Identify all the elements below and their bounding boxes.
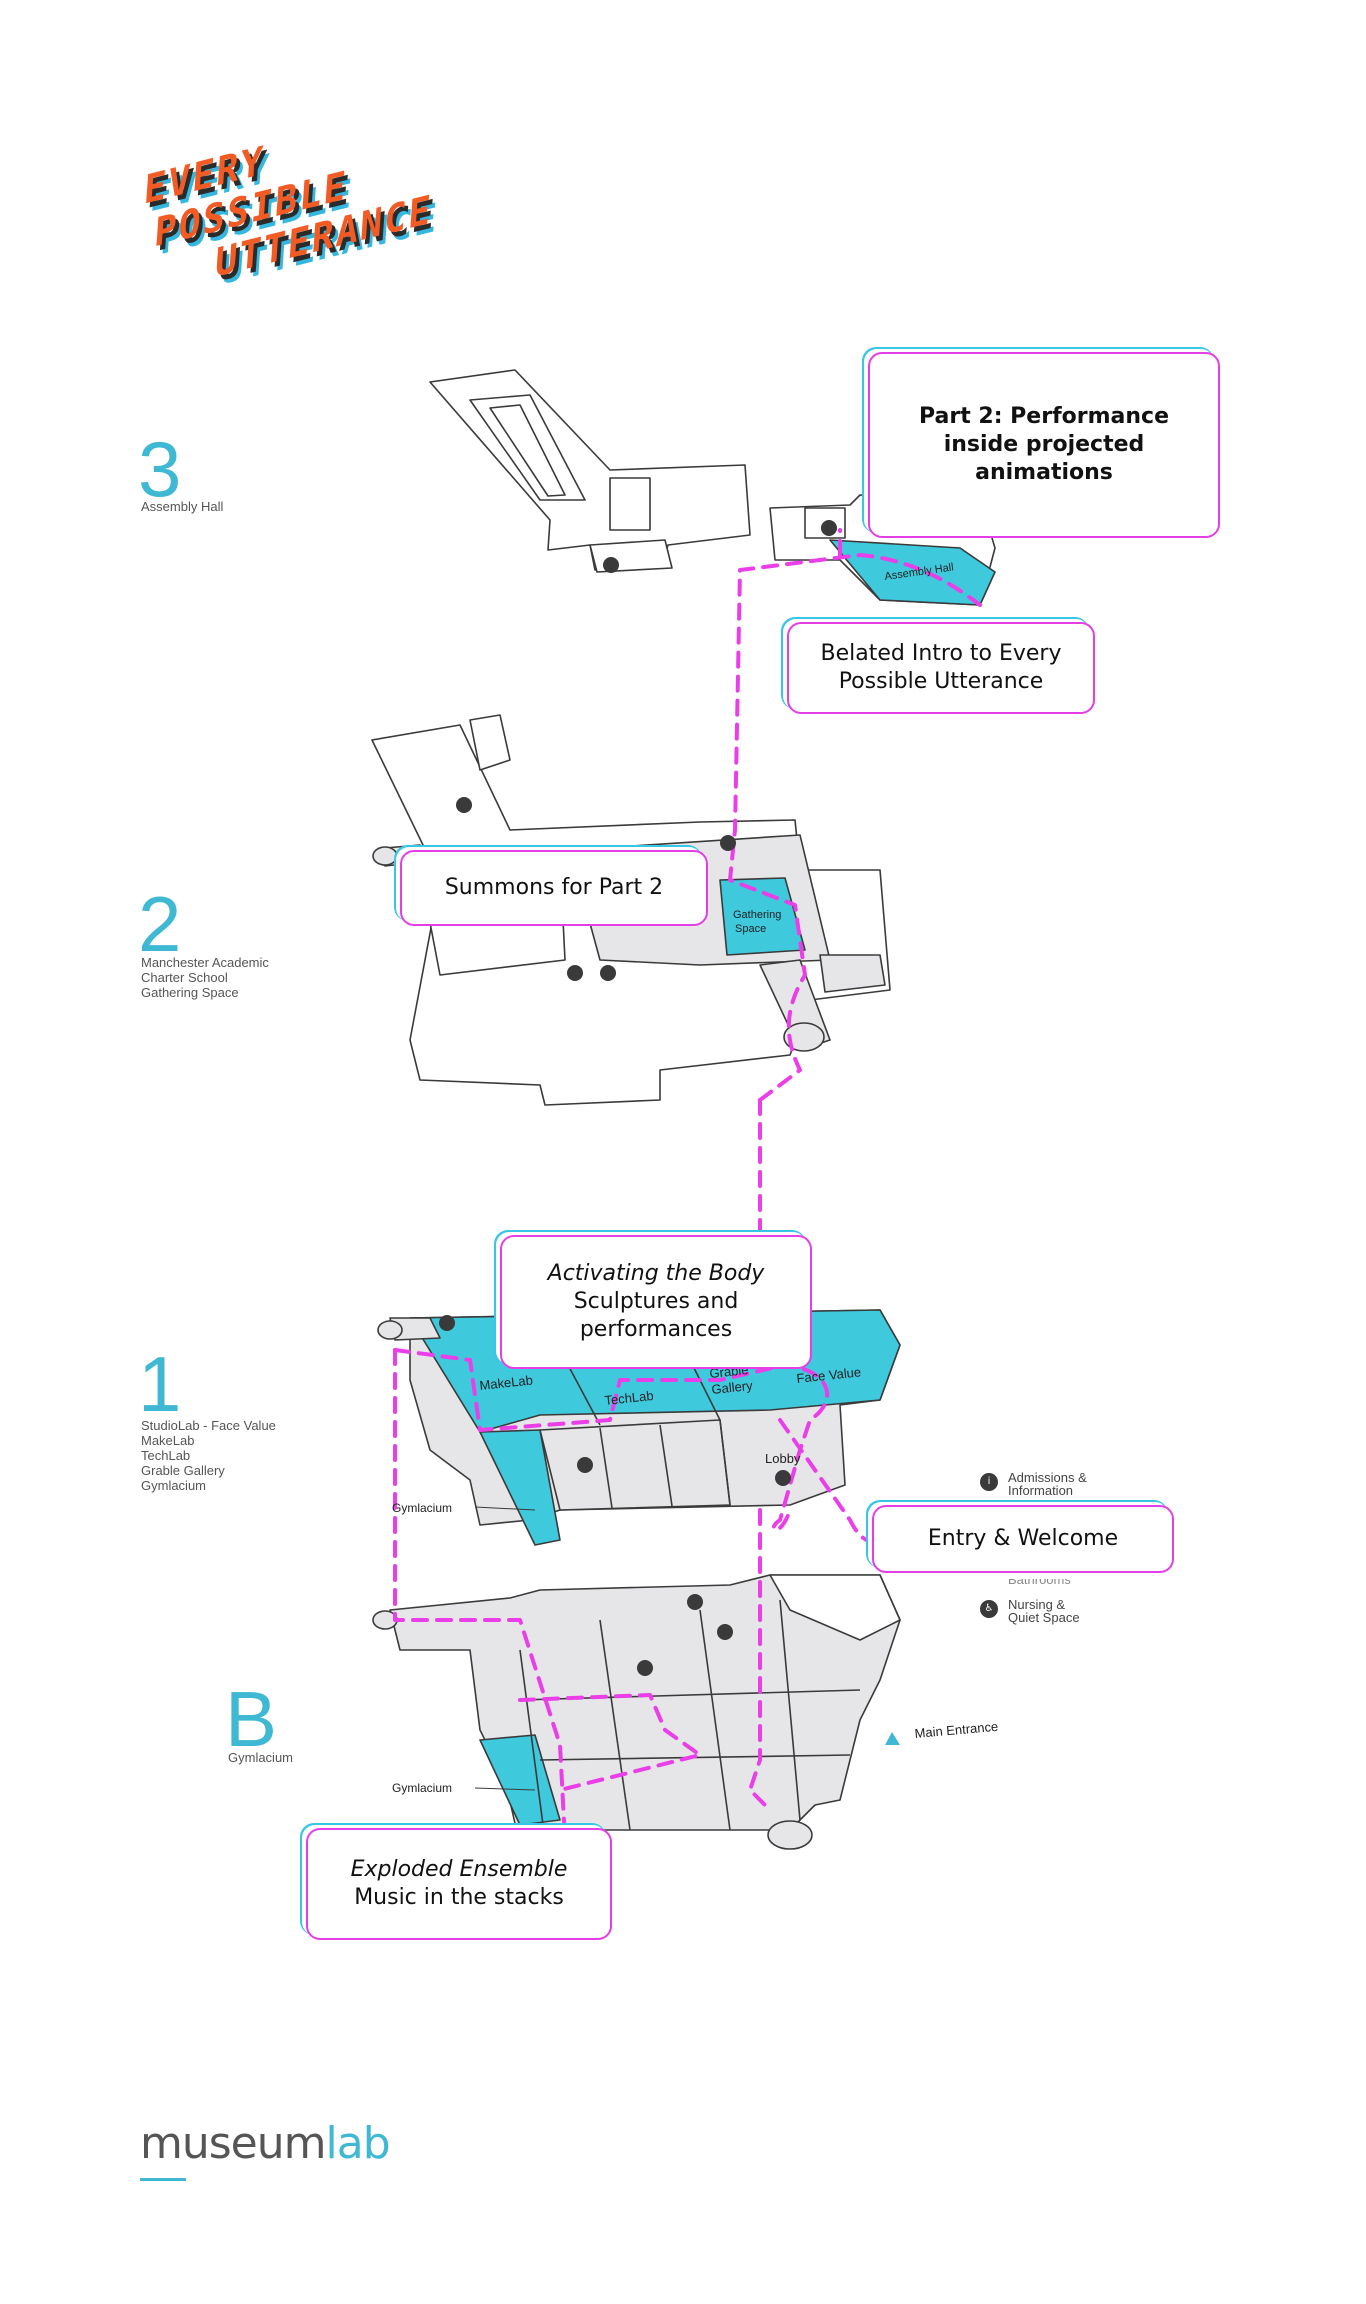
main-entrance-label: Main Entrance [914, 1719, 999, 1741]
legend-nursing-label: Nursing & Quiet Space [1008, 1597, 1080, 1625]
floor-number-1: 1 [138, 1340, 182, 1428]
callout-activating-line2: Sculptures and [573, 1289, 739, 1314]
room-label-gathering-space-1: Gathering [733, 909, 781, 921]
callout-exploded-ensemble: Exploded Ensemble Music in the stacks [306, 1828, 612, 1940]
admissions-icon: i [980, 1473, 998, 1491]
floor-label-2: Manchester Academic Charter School Gathe… [141, 955, 269, 1000]
nursing-icon: ♿ [980, 1600, 998, 1618]
elevator-icon-b [687, 1594, 703, 1610]
callout-part2-line2: inside projected [943, 432, 1145, 457]
callout-part2-line3: animations [975, 460, 1113, 485]
callout-belated-line1: Belated Intro to Every [820, 641, 1062, 666]
legend-bathrooms-label: Bathrooms [1008, 1572, 1071, 1587]
logo-underline [140, 2178, 186, 2181]
visitor-route [393, 528, 982, 1842]
floor-number-3: 3 [138, 425, 182, 513]
room-label-face-value: Face Value [796, 1364, 862, 1386]
callout-belated-line2: Possible Utterance [838, 669, 1044, 694]
room-label-gymlacium-1: Gymlacium [392, 1501, 452, 1515]
floor-number-b: B [225, 1675, 278, 1763]
logo-lab: lab [325, 2118, 391, 2169]
info-icon-f1 [775, 1470, 791, 1486]
callout-entry-welcome: Entry & Welcome [872, 1505, 1174, 1573]
map-icons [439, 520, 837, 1676]
callout-summons-line1: Summons for Part 2 [444, 875, 664, 900]
logo-museum: museum [140, 2118, 326, 2169]
restroom-icon-f1 [577, 1457, 593, 1473]
callout-exploded-line2: Music in the stacks [354, 1885, 564, 1910]
museumlab-logo: museumlab [140, 2118, 391, 2169]
callout-activating-line3: performances [579, 1317, 733, 1342]
floor-b-plan [372, 1574, 901, 1850]
legend-admissions-label: Admissions & Information [1008, 1470, 1087, 1498]
main-entrance-marker [885, 1732, 900, 1745]
room-label-gymlacium-b: Gymlacium [392, 1781, 452, 1795]
callout-part2-line1: Part 2: Performance [919, 404, 1169, 429]
room-label-techlab: TechLab [604, 1388, 654, 1408]
room-label-gathering-space-2: Space [735, 923, 766, 935]
room-label-lobby: Lobby [765, 1451, 801, 1466]
callout-exploded-line1: Exploded Ensemble [350, 1857, 568, 1882]
elevator-icon-f3b [821, 520, 837, 536]
callout-summons-part-2: Summons for Part 2 [400, 850, 708, 926]
nursing-icon-b [717, 1624, 733, 1640]
restroom-icon-f2b [600, 965, 616, 981]
elevator-icon-f2b [720, 835, 736, 851]
callout-activating-the-body: Activating the Body Sculptures and perfo… [500, 1235, 812, 1369]
callout-belated-intro: Belated Intro to Every Possible Utteranc… [787, 622, 1095, 714]
floor-label-1: StudioLab - Face Value MakeLab TechLab G… [141, 1418, 276, 1493]
restroom-icon-b [637, 1660, 653, 1676]
elevator-icon-f2 [567, 965, 583, 981]
floor-label-b: Gymlacium [228, 1750, 294, 1765]
callout-part-2-performance: Part 2: Performance inside projected ani… [868, 352, 1220, 538]
floor-label-3: Assembly Hall [141, 499, 224, 514]
restroom-icon-f2a [456, 797, 472, 813]
admissions-icon-f1 [439, 1315, 455, 1331]
room-label-makelab: MakeLab [479, 1372, 534, 1393]
room-label-grable-gallery-2: Gallery [711, 1378, 754, 1397]
floor-number-2: 2 [138, 880, 182, 968]
callout-entry-line1: Entry & Welcome [927, 1526, 1119, 1551]
elevator-icon-f3a [603, 557, 619, 573]
callout-activating-line1: Activating the Body [547, 1261, 765, 1286]
